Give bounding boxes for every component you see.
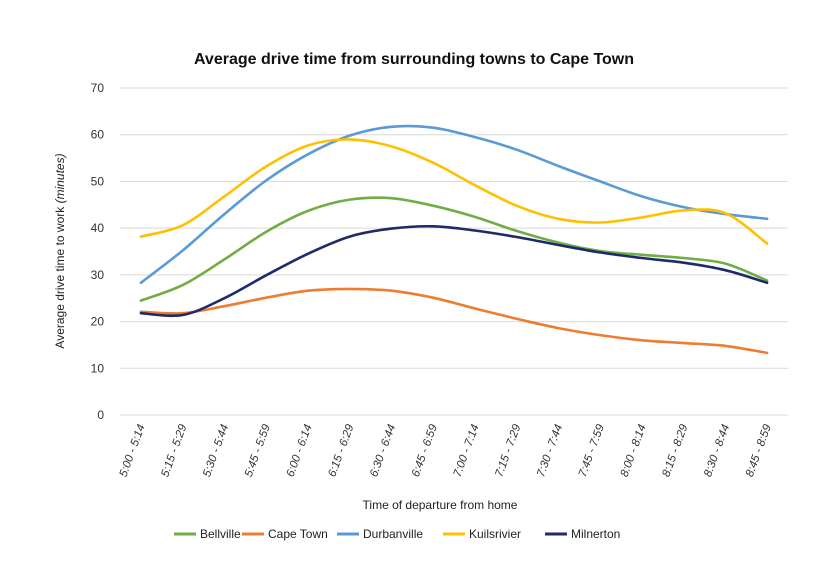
y-axis-label-unit: (minutes) — [53, 153, 67, 203]
chart-title: Average drive time from surrounding town… — [194, 51, 634, 68]
y-axis-label-main: Average drive time to work — [53, 203, 67, 348]
legend: Bellville Cape Town Durbanville Kuilsrivier… — [174, 527, 620, 541]
x-tick-label: 6:00 - 6:14 — [285, 423, 315, 479]
x-tick-label: 7:15 - 7:29 — [493, 422, 523, 478]
x-tick-label: 5:45 - 5:59 — [243, 422, 273, 478]
y-tick-label: 70 — [91, 81, 105, 95]
legend-item-cape-town: Cape Town — [242, 527, 328, 541]
legend-label: Milnerton — [571, 527, 620, 541]
x-tick-labels: 5:00 - 5:14 5:15 - 5:29 5:30 - 5:44 5:45 - … — [118, 422, 775, 478]
y-axis-label: Average drive time to work (minutes) — [53, 153, 67, 348]
x-tick-label: 8:30 - 8:44 — [702, 423, 732, 479]
x-tick-label: 5:15 - 5:29 — [159, 422, 189, 478]
legend-item-kuilsrivier: Kuilsrivier — [443, 527, 521, 541]
series-line-milnerton — [139, 224, 769, 318]
x-tick-label: 8:15 - 8:29 — [660, 422, 690, 478]
y-tick-labels: 0 10 20 30 40 50 60 70 — [91, 81, 105, 422]
x-tick-label: 7:30 - 7:44 — [535, 423, 565, 479]
legend-label: Bellville — [200, 527, 241, 541]
series-line-durbanville — [139, 124, 769, 285]
series-line-cape-town — [139, 287, 769, 355]
legend-item-bellville: Bellville — [174, 527, 241, 541]
y-tick-label: 30 — [91, 268, 105, 282]
x-tick-label: 5:00 - 5:14 — [118, 423, 148, 479]
x-tick-label: 5:30 - 5:44 — [201, 423, 231, 479]
y-tick-label: 60 — [91, 128, 105, 142]
y-tick-label: 0 — [97, 408, 104, 422]
x-tick-label: 8:00 - 8:14 — [619, 423, 649, 479]
legend-item-durbanville: Durbanville — [337, 527, 423, 541]
gridlines — [120, 87, 788, 416]
x-tick-label: 7:45 - 7:59 — [577, 422, 607, 478]
x-tick-label: 8:45 - 8:59 — [744, 422, 774, 478]
y-tick-label: 50 — [91, 174, 105, 188]
series-line-bellville — [139, 196, 769, 302]
series-line-kuilsrivier — [139, 138, 769, 245]
x-axis-label: Time of departure from home — [363, 498, 518, 512]
x-tick-label: 7:00 - 7:14 — [452, 423, 482, 479]
legend-label: Cape Town — [268, 527, 328, 541]
legend-item-milnerton: Milnerton — [545, 527, 620, 541]
x-tick-label: 6:45 - 6:59 — [410, 422, 440, 478]
x-tick-label: 6:30 - 6:44 — [368, 423, 398, 479]
y-tick-label: 40 — [91, 221, 105, 235]
legend-label: Durbanville — [363, 527, 423, 541]
x-tick-label: 6:15 - 6:29 — [326, 422, 356, 478]
y-tick-label: 20 — [91, 315, 105, 329]
legend-label: Kuilsrivier — [469, 527, 521, 541]
y-tick-label: 10 — [91, 361, 105, 375]
series-lines — [139, 124, 769, 355]
